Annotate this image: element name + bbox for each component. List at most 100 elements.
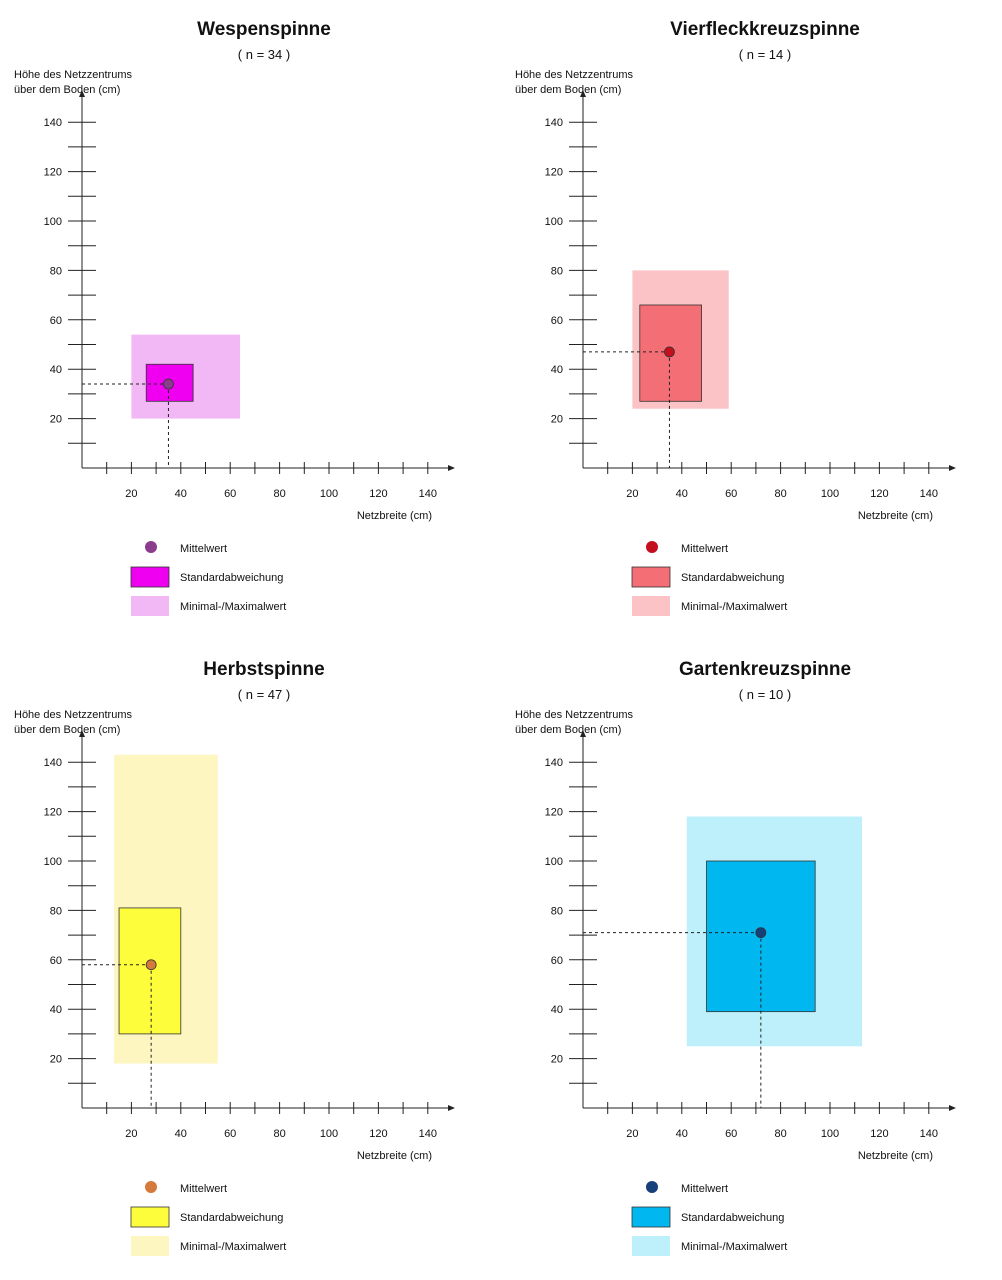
legend-mean-label: Mittelwert [681,1183,728,1195]
y-tick-label: 140 [545,117,563,129]
y-tick-label: 40 [50,364,62,376]
y-tick-label: 80 [551,905,563,917]
chart-subtitle: ( n = 14 ) [739,47,791,62]
y-tick-label: 20 [551,414,563,426]
y-tick-label: 80 [50,265,62,277]
x-tick-label: 120 [870,488,888,500]
x-tick-label: 140 [419,1128,437,1140]
legend-minmax-label: Minimal-/Maximalwert [180,1241,286,1253]
y-tick-label: 100 [44,216,62,228]
mean-point [755,927,767,939]
y-tick-label: 140 [545,757,563,769]
x-axis-label: Netzbreite (cm) [357,1150,432,1162]
x-tick-label: 40 [676,1128,688,1140]
legend-minmax-symbol [632,596,670,616]
x-tick-label: 120 [369,488,387,500]
legend-std-symbol [631,1206,671,1228]
y-tick-label: 20 [551,1054,563,1066]
legend-std-symbol [631,566,671,588]
x-tick-label: 140 [419,488,437,500]
chart-svg: Vierfleckkreuzspinne ( n = 14 ) Höhe des N… [515,19,956,616]
legend-std-symbol [130,1206,170,1228]
legend-minmax-label: Minimal-/Maximalwert [681,1241,787,1253]
axes [68,730,455,1114]
y-tick-label: 100 [545,856,563,868]
x-tick-label: 80 [774,1128,786,1140]
chart-subtitle: ( n = 34 ) [238,47,290,62]
std-box [118,907,182,1035]
axes [569,90,956,474]
mean-point [145,959,157,971]
y-axis-arrow [580,730,586,737]
y-tick-label: 100 [44,856,62,868]
legend-minmax-label: Minimal-/Maximalwert [180,601,286,613]
y-axis-label-line2: über dem Boden (cm) [14,724,120,736]
x-tick-label: 120 [369,1128,387,1140]
legend-mean-label: Mittelwert [180,1183,227,1195]
x-tick-label: 20 [626,1128,638,1140]
chart-title: Vierfleckkreuzspinne [670,19,860,40]
y-tick-label: 100 [545,216,563,228]
y-tick-label: 80 [551,265,563,277]
y-axis-arrow [79,730,85,737]
x-tick-label: 40 [175,488,187,500]
x-tick-label: 60 [725,488,737,500]
legend-minmax-label: Minimal-/Maximalwert [681,601,787,613]
legend-std-label: Standardabweichung [180,1212,283,1224]
x-axis-label: Netzbreite (cm) [357,510,432,522]
y-axis-arrow [580,90,586,97]
chart-panel-herbstspinne: Herbstspinne ( n = 47 ) Höhe des Netzzentr… [0,640,501,1280]
chart-subtitle: ( n = 47 ) [238,687,290,702]
y-tick-label: 120 [44,167,62,179]
chart-svg: Wespenspinne ( n = 34 ) Höhe des Netzzentr… [14,19,455,616]
x-axis-arrow [949,1105,956,1111]
legend-std-label: Standardabweichung [681,1212,784,1224]
x-tick-label: 120 [870,1128,888,1140]
chart-svg: Gartenkreuzspinne ( n = 10 ) Höhe des Netz… [515,659,956,1256]
x-tick-label: 100 [320,488,338,500]
x-tick-label: 20 [125,1128,137,1140]
y-tick-label: 60 [551,315,563,327]
x-tick-label: 100 [821,1128,839,1140]
mean-point [163,378,174,390]
legend-mean-symbol [646,1181,658,1193]
legend: Mittelwert Standardabweichung Minimal-/Max… [130,541,286,616]
y-axis-label-line1: Höhe des Netzzentrums [14,69,132,81]
x-tick-label: 60 [725,1128,737,1140]
x-axis-label: Netzbreite (cm) [858,1150,933,1162]
y-tick-label: 60 [551,955,563,967]
x-tick-label: 100 [320,1128,338,1140]
x-tick-label: 40 [676,488,688,500]
chart-title: Wespenspinne [197,19,331,40]
mean-point [664,346,675,358]
x-tick-label: 20 [125,488,137,500]
legend-std-label: Standardabweichung [681,572,784,584]
x-tick-label: 140 [920,1128,938,1140]
legend-mean-label: Mittelwert [681,543,728,555]
legend-minmax-symbol [131,596,169,616]
y-tick-label: 140 [44,117,62,129]
chart-panel-wespenspinne: Wespenspinne ( n = 34 ) Höhe des Netzzentr… [0,0,501,640]
x-tick-label: 80 [273,1128,285,1140]
y-tick-label: 40 [551,1004,563,1016]
x-tick-label: 60 [224,1128,236,1140]
y-tick-label: 120 [545,807,563,819]
x-tick-label: 80 [774,488,786,500]
legend-mean-label: Mittelwert [180,543,227,555]
legend-mean-symbol [145,541,157,553]
y-axis-label-line1: Höhe des Netzzentrums [515,69,633,81]
chart-panel-gartenkreuzspinne: Gartenkreuzspinne ( n = 10 ) Höhe des Netz… [501,640,1002,1280]
legend: Mittelwert Standardabweichung Minimal-/Max… [631,541,787,616]
y-tick-label: 20 [50,414,62,426]
y-axis-label-line1: Höhe des Netzzentrums [14,709,132,721]
y-tick-label: 60 [50,955,62,967]
axes [68,90,455,474]
chart-title: Herbstspinne [203,659,324,680]
legend-minmax-symbol [131,1236,169,1256]
chart-panel-vierfleckkreuzspinne: Vierfleckkreuzspinne ( n = 14 ) Höhe des N… [501,0,1002,640]
x-tick-label: 20 [626,488,638,500]
x-tick-label: 80 [273,488,285,500]
legend-std-label: Standardabweichung [180,572,283,584]
legend: Mittelwert Standardabweichung Minimal-/Max… [631,1181,787,1256]
x-axis-arrow [448,1105,455,1111]
